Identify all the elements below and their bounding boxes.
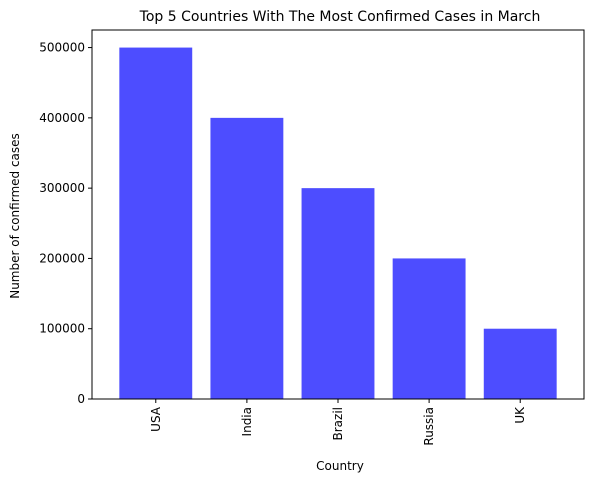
bar-russia	[392, 258, 466, 399]
y-axis-ticks: 0 100000 200000 300000 400000 500000	[39, 41, 92, 406]
x-tick-label: India	[240, 407, 254, 436]
y-tick-label: 300000	[39, 181, 85, 195]
bar-uk	[483, 328, 557, 399]
y-axis-label: Number of confirmed cases	[8, 133, 22, 299]
plot-frame	[91, 29, 585, 400]
y-tick-label: 400000	[39, 111, 85, 125]
bar-brazil	[301, 188, 375, 399]
y-tick-label: 500000	[39, 41, 85, 55]
x-tick-label: Brazil	[331, 407, 345, 441]
bar-india	[210, 117, 284, 399]
x-tick-label: Russia	[422, 407, 436, 446]
x-tick-label: UK	[513, 406, 527, 424]
y-tick-label: 200000	[39, 251, 85, 265]
x-axis-label: Country	[316, 459, 364, 473]
y-tick-label: 100000	[39, 322, 85, 336]
y-tick-label: 0	[77, 392, 85, 406]
x-axis-ticks: USA India Brazil Russia UK	[149, 399, 527, 446]
bar-usa	[119, 47, 193, 399]
x-tick-label: USA	[149, 406, 163, 432]
bars-group	[119, 47, 557, 399]
chart-title: Top 5 Countries With The Most Confirmed …	[139, 9, 541, 25]
